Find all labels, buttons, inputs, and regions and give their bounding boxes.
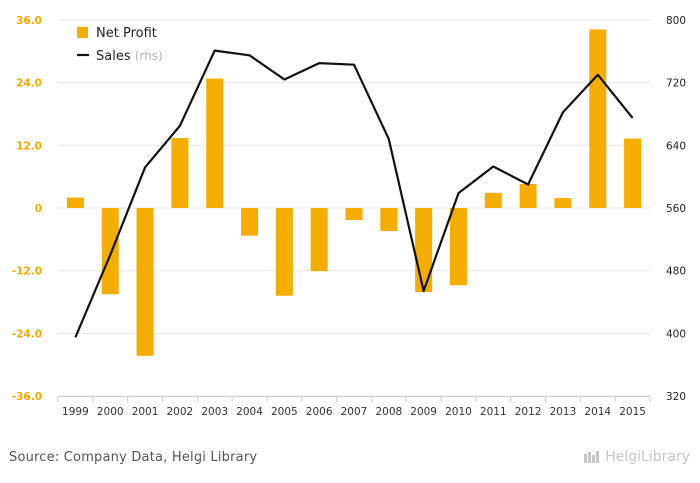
x-tick-label: 2004	[236, 406, 263, 418]
bar	[310, 208, 328, 272]
bar	[554, 198, 572, 208]
x-tick-label: 2008	[375, 406, 402, 418]
x-tick-label: 1999	[62, 406, 89, 418]
right-tick-label: 320	[666, 391, 686, 403]
legend[interactable]: Net Profit Sales (rhs)	[77, 26, 163, 64]
right-tick-label: 560	[666, 203, 686, 215]
bar	[171, 138, 189, 208]
legend-sales-label: Sales (rhs)	[96, 49, 163, 64]
bar	[484, 192, 502, 208]
brand-name: HelgiLibrary	[605, 449, 690, 465]
x-tick-label: 2013	[550, 406, 577, 418]
x-tick-label: 2010	[445, 406, 472, 418]
helgi-logo-icon	[584, 451, 600, 463]
left-tick-label: -12.0	[12, 266, 42, 278]
left-tick-label: 12.0	[16, 140, 42, 152]
bar	[624, 138, 642, 208]
bar	[206, 78, 224, 208]
x-tick-label: 2002	[167, 406, 194, 418]
x-tick-label: 2014	[584, 406, 611, 418]
right-tick-label: 800	[666, 15, 686, 27]
right-axis: 800 720 640 560 480 400 320	[666, 15, 686, 403]
right-tick-label: 720	[666, 78, 686, 90]
left-tick-label: 0	[35, 203, 42, 215]
legend-sales-suffix: (rhs)	[135, 49, 163, 63]
x-tick-label: 2000	[97, 406, 124, 418]
net-profit-bars	[66, 29, 642, 356]
left-tick-label: -24.0	[12, 328, 42, 340]
source-note: Source: Company Data, Helgi Library	[9, 450, 258, 465]
brand-logo[interactable]: HelgiLibrary	[583, 449, 690, 465]
x-tick-label: 2005	[271, 406, 298, 418]
right-tick-label: 640	[666, 140, 686, 152]
bar	[101, 208, 119, 295]
x-axis: 1999 2000 2001 2002 2003 2004 2005 2006 2007 2008…	[57, 396, 651, 418]
legend-net-profit-label: Net Profit	[96, 26, 157, 41]
left-tick-label: 24.0	[16, 78, 42, 90]
bar	[449, 208, 467, 286]
bar	[275, 208, 293, 296]
legend-bar-swatch	[77, 27, 88, 38]
x-tick-label: 2007	[341, 406, 368, 418]
bar	[589, 29, 607, 209]
x-tick-label: 2015	[619, 406, 646, 418]
x-tick-label: 2006	[306, 406, 333, 418]
left-tick-label: -36.0	[12, 391, 42, 403]
left-axis: 36.0 24.0 12.0 0 -12.0 -24.0 -36.0	[12, 15, 42, 403]
right-tick-label: 480	[666, 266, 686, 278]
right-tick-label: 400	[666, 328, 686, 340]
x-tick-label: 2001	[132, 406, 159, 418]
chart-svg: 36.0 24.0 12.0 0 -12.0 -24.0 -36.0 800 720 640 56…	[12, 15, 686, 418]
bar	[519, 183, 537, 208]
legend-sales-name: Sales	[96, 49, 131, 64]
bar	[415, 208, 433, 293]
x-tick-label: 2011	[480, 406, 507, 418]
bar	[345, 208, 363, 221]
bar	[241, 208, 259, 236]
bar	[380, 208, 398, 231]
bar	[66, 197, 84, 208]
bar	[136, 208, 154, 356]
x-tick-label: 2012	[515, 406, 542, 418]
x-tick-label: 2003	[201, 406, 228, 418]
left-tick-label: 36.0	[16, 15, 42, 27]
x-tick-label: 2009	[410, 406, 437, 418]
sales-line	[74, 49, 634, 338]
